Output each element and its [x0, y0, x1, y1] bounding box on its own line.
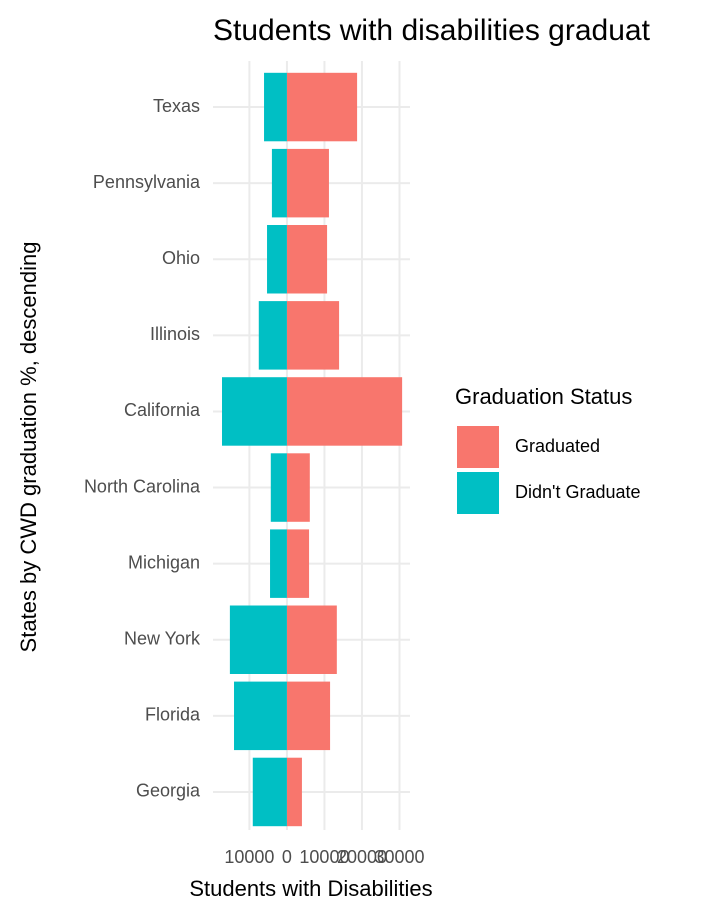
- x-tick-label: 30000: [374, 847, 424, 867]
- bar: [229, 605, 287, 674]
- legend-label: Didn't Graduate: [515, 482, 641, 502]
- bar: [270, 529, 287, 598]
- y-tick-label: Georgia: [136, 781, 201, 801]
- bar: [286, 225, 328, 294]
- x-tick-label: 10000: [224, 847, 274, 867]
- bar: [258, 301, 287, 370]
- x-tick-label: 0: [282, 847, 292, 867]
- x-tick-label: 20000: [337, 847, 387, 867]
- legend-key: [457, 472, 499, 514]
- y-tick-label: California: [124, 400, 201, 420]
- bar: [286, 301, 340, 370]
- bar: [286, 377, 403, 446]
- bar: [286, 757, 302, 827]
- legend-label: Graduated: [515, 436, 600, 456]
- y-tick-label: Michigan: [128, 552, 200, 572]
- chart-title: Students with disabilities graduat: [213, 14, 651, 47]
- bar: [252, 757, 287, 827]
- bar: [286, 681, 331, 751]
- bar: [286, 453, 310, 522]
- bar: [270, 453, 287, 522]
- legend-title: Graduation Status: [455, 384, 632, 409]
- y-tick-label: Texas: [153, 96, 200, 116]
- x-axis-label: Students with Disabilities: [189, 876, 432, 901]
- y-axis-label: States by CWD graduation %, descending: [16, 242, 41, 653]
- x-tick-label: 10000: [299, 847, 349, 867]
- bar: [264, 72, 287, 142]
- y-tick-label: Ohio: [162, 248, 200, 268]
- bar: [286, 529, 310, 598]
- y-tick-label: Illinois: [150, 324, 200, 344]
- bar: [286, 72, 358, 142]
- bar: [234, 681, 287, 751]
- y-tick-label: Florida: [145, 705, 201, 725]
- bar: [267, 225, 287, 294]
- legend-key: [457, 426, 499, 468]
- y-tick-label: New York: [124, 629, 201, 649]
- bar: [222, 377, 287, 446]
- bar: [286, 605, 337, 674]
- bar: [286, 148, 329, 218]
- y-tick-label: Pennsylvania: [93, 172, 201, 192]
- y-tick-label: North Carolina: [84, 476, 201, 496]
- bar: [271, 148, 287, 218]
